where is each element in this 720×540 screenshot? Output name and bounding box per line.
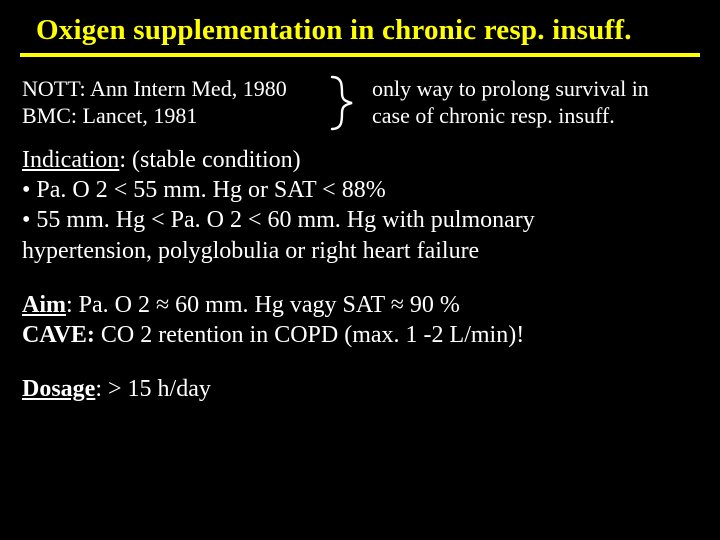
indication-label: Indication [22, 147, 119, 173]
indication-bullet-2b: hypertension, polyglobulia or right hear… [22, 238, 479, 264]
references-row: NOTT: Ann Intern Med, 1980 BMC: Lancet, … [0, 57, 720, 131]
aim-cave-section: Aim: Pa. O 2 ≈ 60 mm. Hg vagy SAT ≈ 90 %… [0, 266, 720, 350]
indication-bullet-2a: • 55 mm. Hg < Pa. O 2 < 60 mm. Hg with p… [22, 207, 535, 233]
indication-suffix: : (stable condition) [119, 147, 300, 173]
conclusion-line1: only way to prolong survival in [372, 76, 700, 103]
cave-label: CAVE: [22, 322, 95, 348]
aim-label: Aim [22, 292, 66, 318]
references-conclusion: only way to prolong survival in case of … [362, 76, 700, 130]
aim-text: : Pa. O 2 ≈ 60 mm. Hg vagy SAT ≈ 90 % [66, 292, 460, 318]
dosage-label: Dosage [22, 376, 95, 402]
dosage-section: Dosage: > 15 h/day [0, 350, 720, 404]
cave-text: CO 2 retention in COPD (max. 1 -2 L/min)… [95, 322, 524, 348]
slide-title: Oxigen supplementation in chronic resp. … [0, 0, 720, 53]
references-left: NOTT: Ann Intern Med, 1980 BMC: Lancet, … [22, 76, 322, 130]
brace-icon [322, 75, 362, 131]
reference-nott: NOTT: Ann Intern Med, 1980 [22, 76, 322, 103]
conclusion-line2: case of chronic resp. insuff. [372, 103, 700, 130]
reference-bmc: BMC: Lancet, 1981 [22, 103, 322, 130]
indication-bullet-1: • Pa. O 2 < 55 mm. Hg or SAT < 88% [22, 177, 386, 203]
dosage-text: : > 15 h/day [95, 376, 211, 402]
indication-section: Indication: (stable condition) • Pa. O 2… [0, 131, 720, 266]
